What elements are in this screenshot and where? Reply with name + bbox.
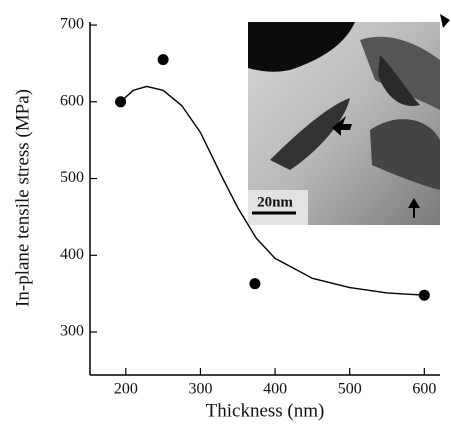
y-tick-label: 700	[60, 16, 84, 33]
y-tick-label: 400	[60, 246, 84, 263]
x-tick-label: 400	[263, 381, 287, 398]
inset-image	[248, 14, 450, 225]
x-tick-label: 200	[114, 381, 138, 398]
x-tick-label: 500	[338, 381, 362, 398]
data-point	[249, 278, 261, 290]
y-tick-label: 500	[60, 169, 84, 186]
x-tick-label: 300	[188, 381, 212, 398]
y-tick-label: 600	[60, 92, 84, 109]
y-tick-label: 300	[60, 323, 84, 340]
x-tick-label: 600	[412, 381, 436, 398]
data-point	[157, 54, 169, 66]
fit-curve	[120, 85, 425, 296]
inset-scale-label: 20nm	[257, 194, 293, 210]
x-axis-title: Thickness (nm)	[206, 400, 325, 421]
y-axis-title: In-plane tensile stress (MPa)	[12, 89, 33, 307]
